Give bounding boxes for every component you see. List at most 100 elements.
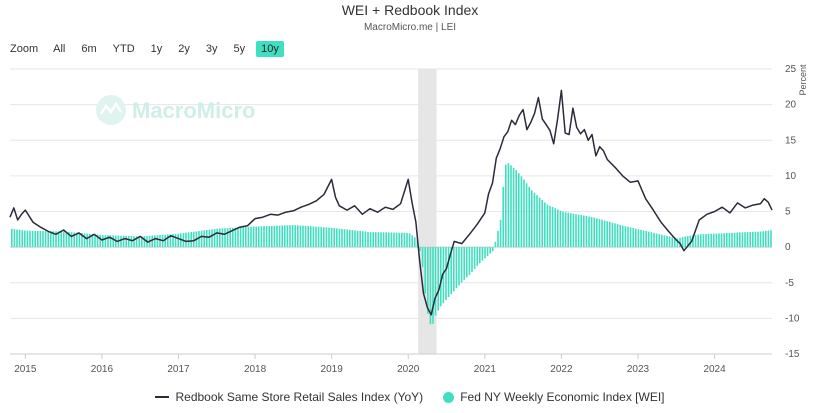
wei-bar	[122, 235, 125, 248]
zoom-button-5y[interactable]: 5y	[233, 43, 246, 55]
wei-bar	[759, 231, 762, 248]
wei-bar	[414, 237, 416, 248]
wei-bar	[55, 231, 57, 248]
wei-bar	[29, 230, 31, 248]
legend: Redbook Same Store Retail Sales Index (Y…	[0, 390, 820, 404]
wei-bar	[580, 215, 582, 248]
wei-bar	[200, 230, 203, 248]
wei-bar	[663, 235, 666, 248]
wei-bar	[564, 212, 567, 248]
legend-label-wei: Fed NY Weekly Economic Index [WEI]	[460, 390, 665, 404]
wei-bar	[190, 232, 192, 248]
wei-bar	[679, 237, 681, 248]
x-tick-label: 2019	[321, 364, 344, 375]
wei-bar	[83, 233, 86, 248]
wei-bar	[141, 236, 143, 248]
wei-bar	[739, 232, 741, 248]
wei-bar	[551, 207, 554, 248]
zoom-button-1y[interactable]: 1y	[150, 43, 163, 55]
wei-bar	[346, 229, 348, 248]
wei-bar	[515, 170, 517, 248]
x-tick-label: 2021	[474, 364, 497, 375]
wei-bar	[546, 204, 549, 248]
zoom-button-10y[interactable]: 10y	[256, 41, 284, 57]
zoom-button-all[interactable]: All	[53, 43, 66, 55]
wei-bar	[89, 233, 91, 248]
wei-bar	[177, 233, 179, 248]
wei-bar	[120, 235, 122, 248]
wei-bar	[276, 225, 278, 248]
wei-bar	[26, 230, 29, 248]
legend-item-wei[interactable]: Fed NY Weekly Economic Index [WEI]	[443, 390, 665, 404]
wei-bar	[598, 219, 601, 248]
wei-bar	[341, 228, 343, 248]
wei-bar	[208, 229, 211, 248]
wei-bar	[338, 228, 341, 248]
zoom-button-ytd[interactable]: YTD	[112, 43, 135, 55]
wei-bar	[398, 232, 400, 248]
wei-bar	[692, 235, 694, 248]
wei-bar	[609, 221, 611, 248]
wei-bar	[744, 232, 746, 248]
wei-bar	[24, 230, 26, 248]
wei-bar	[60, 231, 62, 248]
wei-bar	[213, 228, 216, 248]
wei-bar	[674, 237, 676, 248]
y-tick-label: 10	[785, 171, 797, 182]
wei-bar	[687, 236, 689, 248]
wei-bar	[271, 225, 273, 248]
wei-bar	[510, 165, 512, 248]
wei-bar	[533, 192, 536, 248]
redbook-line	[9, 89, 773, 316]
wei-bar	[601, 219, 603, 248]
y-tick-label: 5	[785, 207, 791, 218]
wei-bar	[169, 234, 172, 248]
wei-bar	[432, 247, 434, 324]
wei-bar	[151, 235, 153, 248]
zoom-button-6m[interactable]: 6m	[81, 43, 97, 55]
wei-bar	[252, 226, 255, 248]
zoom-button-3y[interactable]: 3y	[205, 43, 218, 55]
wei-bar	[315, 226, 317, 248]
wei-bar	[286, 225, 289, 248]
wei-bar	[650, 232, 653, 248]
wei-bar	[632, 228, 634, 248]
y-tick-label: 15	[785, 135, 797, 146]
wei-bar	[567, 212, 569, 248]
wei-bar	[343, 229, 346, 248]
wei-bar	[765, 230, 767, 248]
wei-bar	[479, 247, 481, 264]
wei-bar	[403, 232, 406, 248]
wei-bar	[421, 247, 424, 268]
wei-bar	[429, 247, 432, 325]
wei-bar	[18, 229, 21, 248]
wei-bar	[427, 247, 429, 314]
zoom-button-2y[interactable]: 2y	[178, 43, 190, 55]
wei-bar	[736, 232, 738, 248]
wei-bar	[434, 247, 437, 316]
wei-bar	[180, 233, 182, 248]
wei-bar	[70, 232, 73, 248]
legend-dot-swatch	[443, 391, 455, 403]
wei-bar	[549, 205, 551, 248]
wei-bar	[299, 225, 302, 248]
wei-bar	[37, 230, 39, 248]
wei-bar	[458, 247, 460, 286]
wei-bar	[39, 231, 42, 248]
wei-bar	[317, 226, 320, 248]
wei-bar	[596, 218, 598, 248]
wei-bar	[640, 229, 642, 248]
wei-bar	[570, 213, 572, 248]
wei-bar	[406, 232, 408, 248]
wei-bar	[622, 225, 624, 248]
wei-bar	[762, 231, 764, 248]
wei-bar	[377, 232, 380, 248]
wei-bar	[453, 247, 455, 292]
wei-bar	[767, 230, 770, 248]
wei-bar	[442, 247, 445, 304]
wei-bar	[367, 231, 369, 248]
legend-item-redbook[interactable]: Redbook Same Store Retail Sales Index (Y…	[155, 390, 423, 404]
wei-bar	[81, 233, 83, 248]
wei-bar	[65, 231, 68, 248]
